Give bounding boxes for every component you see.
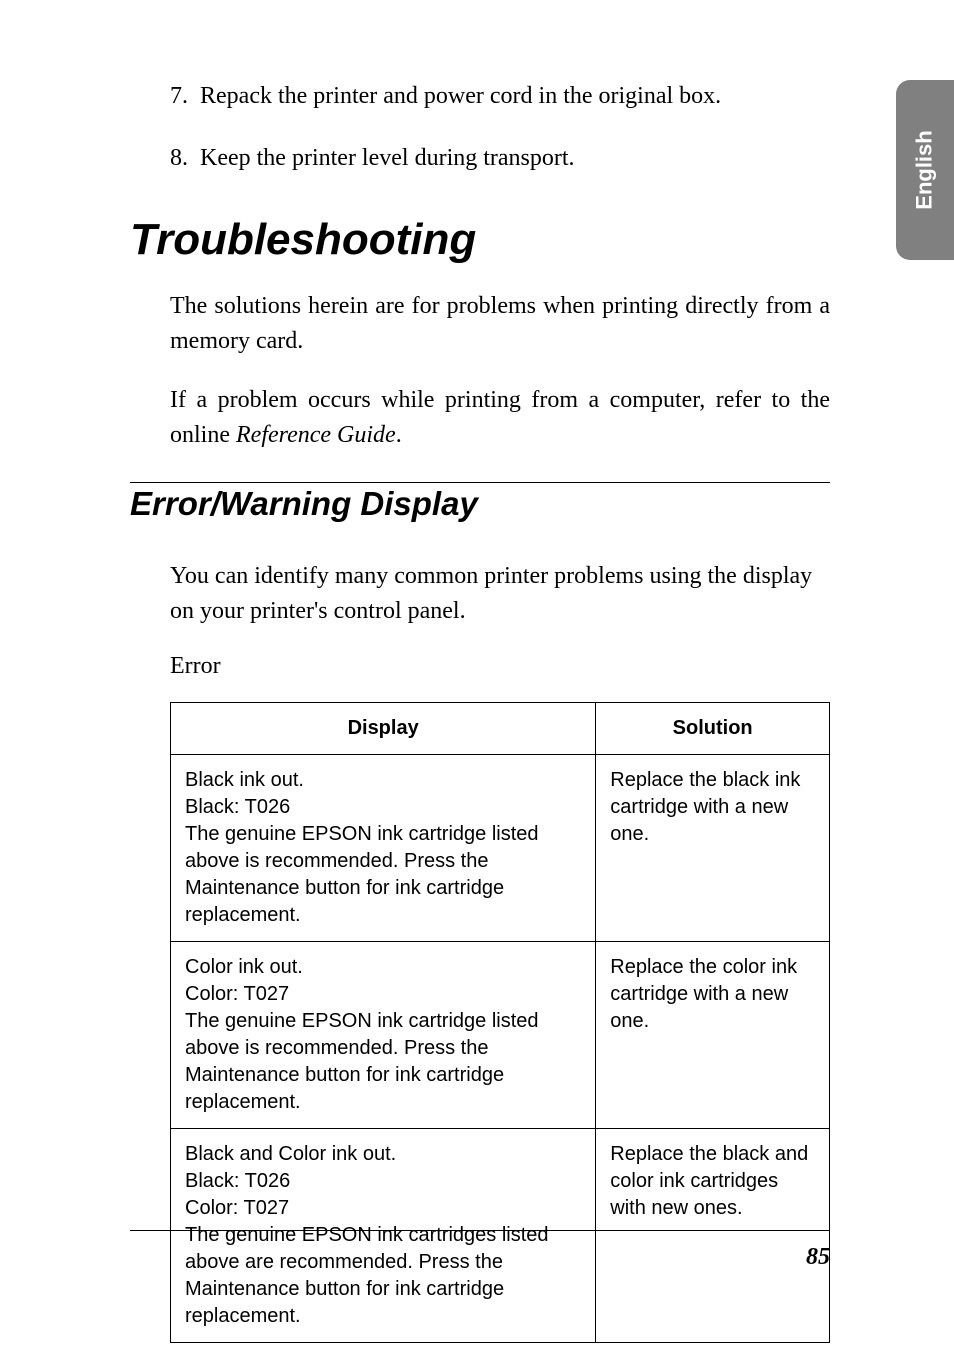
table-cell-display: Black ink out.Black: T026The genuine EPS… <box>171 754 596 941</box>
paragraph: If a problem occurs while printing from … <box>130 383 830 453</box>
list-item: 8. Keep the printer level during transpo… <box>130 142 830 176</box>
language-tab: English <box>896 80 954 260</box>
table-header-solution: Solution <box>596 702 830 754</box>
table-cell-solution: Replace the black and color ink cartridg… <box>596 1128 830 1342</box>
table-row: Black ink out.Black: T026The genuine EPS… <box>171 754 830 941</box>
list-item-text: Keep the printer level during transport. <box>200 142 830 176</box>
error-label: Error <box>130 653 830 680</box>
list-item-text: Repack the printer and power cord in the… <box>200 80 830 114</box>
table-header-row: Display Solution <box>171 702 830 754</box>
heading-troubleshooting: Troubleshooting <box>130 215 830 265</box>
table-cell-display: Black and Color ink out.Black: T026Color… <box>171 1128 596 1342</box>
paragraph: You can identify many common printer pro… <box>130 559 830 629</box>
list-item: 7. Repack the printer and power cord in … <box>130 80 830 114</box>
page-number: 85 <box>806 1244 830 1271</box>
language-tab-label: English <box>912 130 938 209</box>
page-content: 7. Repack the printer and power cord in … <box>130 80 830 1343</box>
table-row: Color ink out.Color: T027The genuine EPS… <box>171 941 830 1128</box>
paragraph: The solutions herein are for problems wh… <box>130 289 830 359</box>
table-cell-solution: Replace the black ink cartridge with a n… <box>596 754 830 941</box>
paragraph-text: . <box>396 422 402 448</box>
table-cell-display: Color ink out.Color: T027The genuine EPS… <box>171 941 596 1128</box>
error-table: Display Solution Black ink out.Black: T0… <box>170 702 830 1343</box>
reference-guide-italic: Reference Guide <box>236 422 396 448</box>
table-header-display: Display <box>171 702 596 754</box>
section-divider <box>130 482 830 483</box>
table-row: Black and Color ink out.Black: T026Color… <box>171 1128 830 1342</box>
list-item-number: 7. <box>130 80 200 114</box>
list-item-number: 8. <box>130 142 200 176</box>
footer-divider <box>130 1230 830 1231</box>
heading-error-warning: Error/Warning Display <box>130 485 830 523</box>
table-cell-solution: Replace the color ink cartridge with a n… <box>596 941 830 1128</box>
